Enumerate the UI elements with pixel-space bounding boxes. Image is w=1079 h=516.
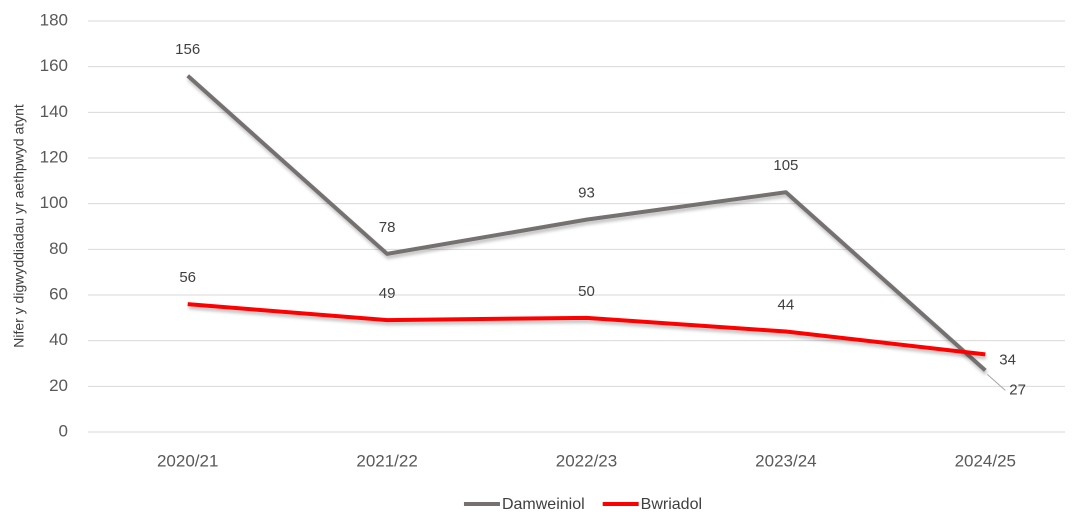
data-label: 34 [999, 351, 1016, 368]
series-line [187, 302, 986, 357]
x-tick-label: 2023/24 [755, 451, 816, 470]
y-tick-label: 0 [59, 421, 68, 440]
series-line [186, 74, 987, 372]
y-tick-label: 40 [49, 330, 68, 349]
y-tick-label: 180 [40, 10, 68, 29]
data-label: 78 [379, 219, 396, 236]
y-tick-label: 100 [40, 193, 68, 212]
x-tick-label: 2020/21 [157, 451, 218, 470]
x-tick-label: 2022/23 [556, 451, 617, 470]
y-tick-label: 20 [49, 376, 68, 395]
data-label: 156 [175, 41, 200, 58]
y-axis-label: Nifer y digwyddiadau yr aethpwyd atynt [11, 104, 27, 348]
leader-line [986, 373, 1006, 391]
y-tick-label: 80 [49, 239, 68, 258]
data-label: 49 [379, 285, 396, 302]
data-label: 93 [578, 185, 595, 202]
data-label: 27 [1009, 381, 1026, 398]
x-tick-label: 2024/25 [955, 451, 1016, 470]
data-label: 105 [773, 157, 798, 174]
data-label: 56 [179, 269, 196, 286]
y-tick-label: 60 [49, 284, 68, 303]
y-tick-label: 120 [40, 147, 68, 166]
data-label: 44 [778, 297, 795, 314]
legend-label: Damweiniol [502, 496, 585, 513]
y-tick-label: 140 [40, 102, 68, 121]
legend-label: Bwriadol [641, 496, 702, 513]
x-tick-label: 2021/22 [356, 451, 417, 470]
data-label: 50 [578, 283, 595, 300]
legend: Damweiniol Bwriadol [463, 496, 702, 513]
y-tick-label: 160 [40, 56, 68, 75]
